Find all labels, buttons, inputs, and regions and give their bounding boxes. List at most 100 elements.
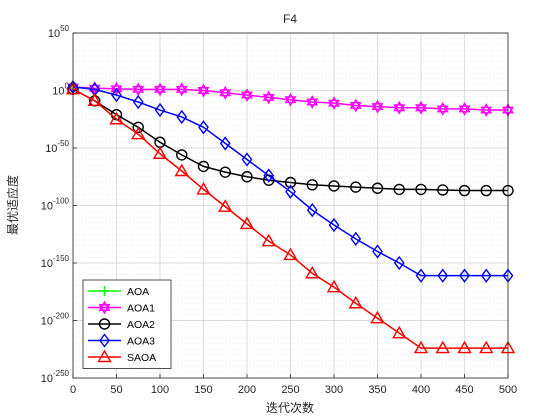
- data-point-aoa1-inner: [436, 105, 449, 116]
- data-point-aoa1: [219, 85, 232, 97]
- data-point-saoa: [283, 247, 298, 261]
- data-point-aoa1: [306, 95, 319, 106]
- series-saoa: [65, 81, 516, 354]
- data-point-aoa1: [132, 82, 145, 93]
- data-point-aoa3: [459, 268, 470, 283]
- data-point-aoa1-inner: [241, 91, 253, 102]
- data-point-aoa3: [350, 231, 362, 247]
- data-point-aoa1: [328, 96, 340, 107]
- data-point-saoa: [326, 279, 342, 293]
- data-point-aoa1: [458, 102, 471, 113]
- legend-item-aoa: AOA: [88, 286, 149, 298]
- data-point-aoa1: [371, 99, 384, 111]
- y-axis-label: 最优适应度: [5, 175, 20, 235]
- data-point-aoa1-inner: [284, 96, 297, 107]
- y-tick-label: 10-50: [45, 139, 69, 155]
- chart-title: F4: [283, 12, 297, 26]
- data-point-aoa2: [306, 179, 318, 191]
- data-point-saoa: [239, 216, 255, 230]
- data-point-aoa3: [132, 94, 144, 110]
- series-line-aoa2: [72, 88, 508, 192]
- x-tick-label: 50: [110, 384, 122, 396]
- data-point-aoa1: [175, 82, 188, 93]
- data-point-aoa3: [415, 268, 427, 283]
- data-point-aoa1: [436, 102, 449, 113]
- data-point-aoa2: [371, 182, 384, 194]
- data-point-aoa1: [349, 98, 362, 109]
- data-point-aoa1-inner: [306, 98, 319, 109]
- data-point-aoa1: [284, 92, 297, 104]
- x-tick-label: 250: [281, 384, 299, 396]
- data-point-saoa: [261, 233, 276, 247]
- data-point-saoa: [479, 340, 494, 354]
- data-point-aoa1: [241, 88, 253, 99]
- data-point-aoa1: [262, 90, 275, 101]
- x-tick-label: 150: [194, 384, 212, 396]
- data-point-aoa1-inner: [110, 85, 123, 96]
- legend-marker: [99, 286, 110, 296]
- data-point-aoa2: [393, 183, 405, 196]
- data-point-aoa2: [458, 184, 471, 197]
- data-point-aoa3: [372, 244, 383, 259]
- data-point-aoa1: [415, 100, 427, 112]
- legend-label: AOA: [127, 286, 149, 298]
- data-point-aoa3: [306, 202, 318, 218]
- data-point-aoa2: [480, 184, 492, 197]
- data-point-aoa2: [437, 184, 449, 196]
- x-tick-label: 300: [325, 384, 343, 396]
- data-point-aoa2: [350, 181, 362, 193]
- data-point-aoa1-inner: [175, 85, 188, 97]
- data-point-aoa1-inner: [197, 87, 210, 98]
- y-tick-label: 10-150: [41, 254, 70, 270]
- data-point-saoa: [370, 310, 385, 324]
- data-point-aoa1-inner: [154, 85, 166, 97]
- legend-marker-inner: [98, 304, 111, 315]
- data-point-aoa3: [393, 255, 405, 271]
- x-tick-label: 450: [455, 384, 473, 396]
- data-point-saoa: [413, 340, 429, 354]
- data-point-aoa1-inner: [219, 89, 232, 100]
- data-point-aoa1-inner: [415, 104, 427, 115]
- data-point-aoa3: [111, 87, 122, 103]
- x-tick-label: 100: [151, 384, 169, 396]
- data-point-saoa: [196, 181, 211, 195]
- y-tick-label: 10-100: [41, 197, 70, 213]
- data-point-saoa: [131, 126, 146, 140]
- legend-item-saoa: SAOA: [88, 349, 156, 364]
- data-point-aoa3: [328, 217, 340, 233]
- data-point-saoa: [435, 340, 450, 354]
- data-point-aoa1-inner: [393, 104, 406, 115]
- data-point-aoa1-inner: [371, 103, 384, 114]
- x-tick-label: 0: [70, 384, 76, 396]
- data-point-saoa: [348, 295, 363, 309]
- x-tick-label: 400: [412, 384, 430, 396]
- legend-label: SAOA: [127, 352, 156, 364]
- x-tick-label: 500: [499, 384, 517, 396]
- data-point-aoa1-inner: [349, 101, 362, 113]
- data-point-saoa: [109, 111, 124, 125]
- y-tick-label: 100: [52, 82, 69, 98]
- data-point-aoa3: [285, 184, 296, 199]
- data-point-aoa1-inner: [458, 105, 471, 116]
- data-point-aoa1-inner: [328, 99, 340, 111]
- x-tick-label: 350: [368, 384, 386, 396]
- data-point-aoa1: [480, 103, 493, 114]
- x-axis-label: 迭代次数: [266, 400, 314, 415]
- data-point-saoa: [392, 325, 407, 339]
- data-point-aoa1-inner: [480, 106, 493, 117]
- legend-marker: [99, 333, 110, 348]
- y-tick-label: 10-250: [41, 369, 70, 385]
- data-point-aoa3: [480, 268, 492, 283]
- series-aoa3: [67, 79, 514, 283]
- data-point-aoa2: [284, 176, 297, 189]
- data-point-aoa1: [197, 83, 210, 94]
- data-point-aoa2: [197, 160, 210, 173]
- series-layer: [65, 79, 516, 354]
- data-point-aoa2: [219, 166, 231, 178]
- data-point-aoa1: [110, 81, 123, 93]
- data-point-aoa2: [176, 149, 188, 161]
- data-point-saoa: [152, 146, 168, 159]
- legend: AOA AOA1 AOA2 AOA3 SAOA: [82, 279, 172, 369]
